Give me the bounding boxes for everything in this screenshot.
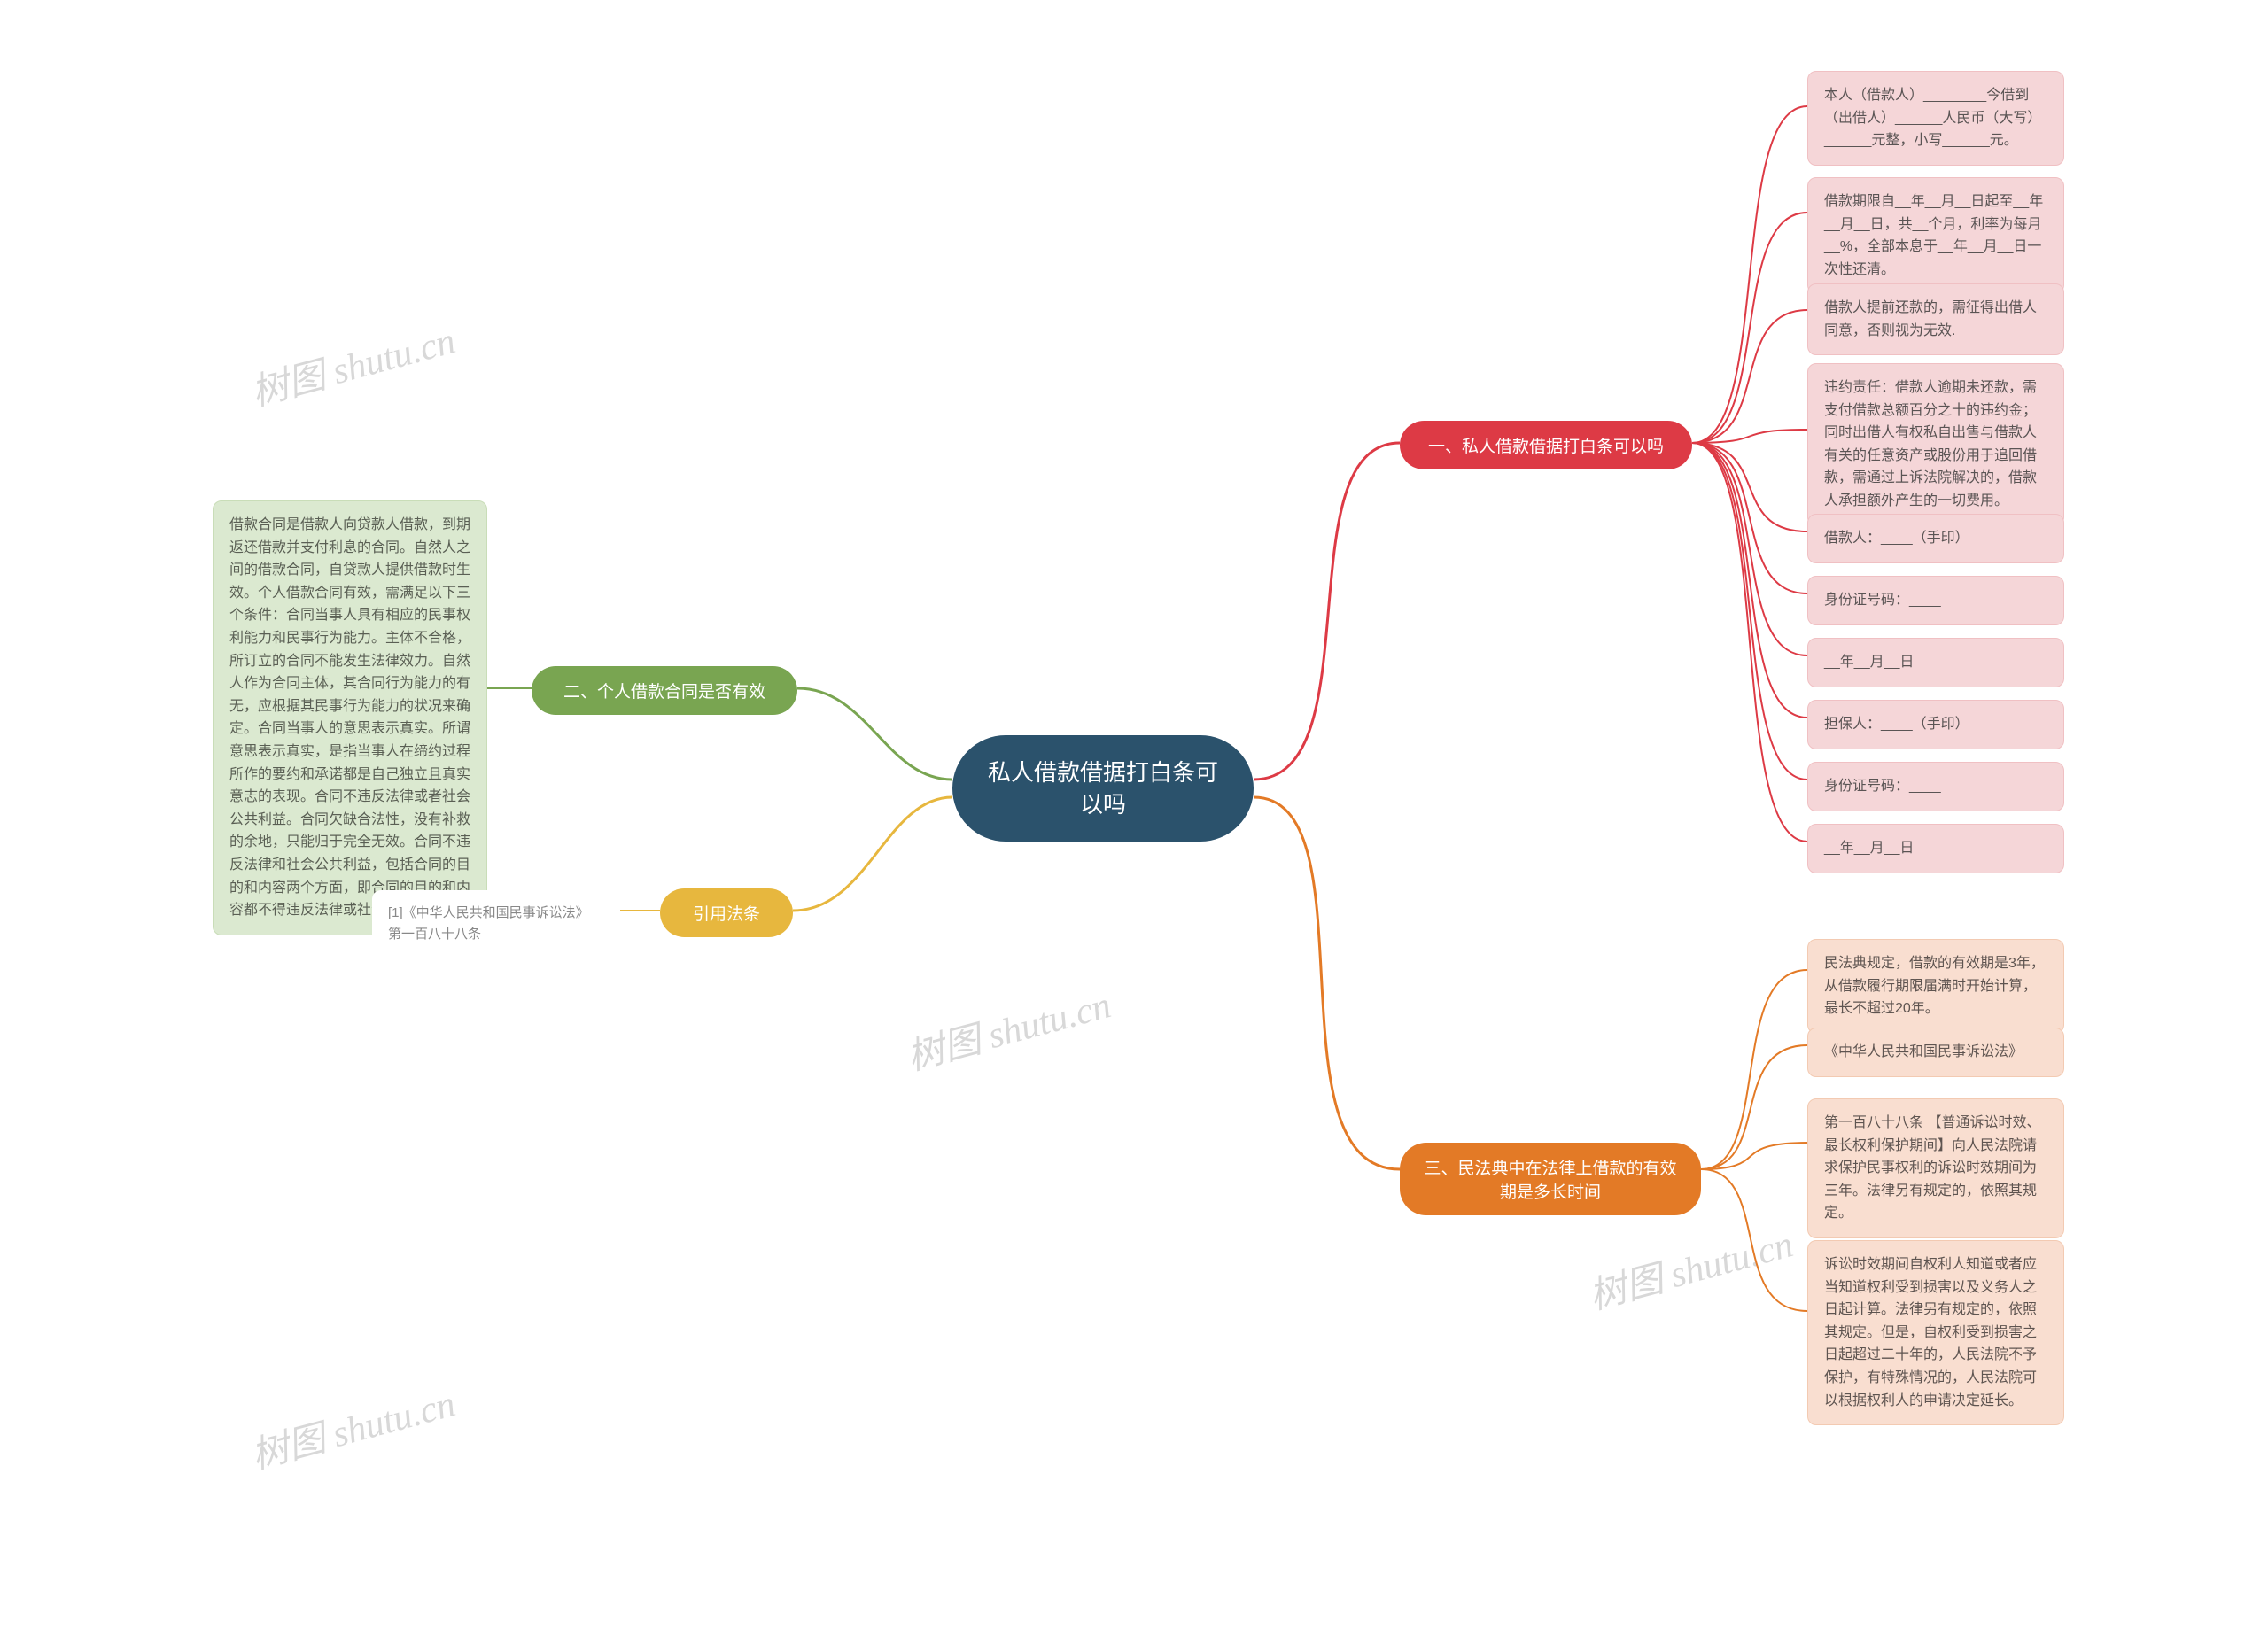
leaf-node: __年__月__日 [1807,824,2064,873]
leaf-node: 担保人：____（手印） [1807,700,2064,749]
leaf-node: [1]《中华人民共和国民事诉讼法》 第一百八十八条 [372,890,620,958]
leaf-node: 身份证号码：____ [1807,762,2064,811]
watermark: 树图 shutu.cn [245,1374,460,1480]
leaf-node: 诉讼时效期间自权利人知道或者应当知道权利受到损害以及义务人之日起计算。法律另有规… [1807,1240,2064,1425]
watermark: 树图 shutu.cn [900,975,1115,1082]
leaf-node: 违约责任：借款人逾期未还款，需支付借款总额百分之十的违约金；同时出借人有权私自出… [1807,363,2064,526]
leaf-node: __年__月__日 [1807,638,2064,687]
root-node[interactable]: 私人借款借据打白条可以吗 [952,735,1254,842]
watermark: 树图 shutu.cn [245,311,460,417]
branch-node-4[interactable]: 引用法条 [660,888,793,937]
leaf-node: 民法典规定，借款的有效期是3年，从借款履行期限届满时开始计算，最长不超过20年。 [1807,939,2064,1034]
leaf-node: 第一百八十八条 【普通诉讼时效、最长权利保护期间】向人民法院请求保护民事权利的诉… [1807,1098,2064,1238]
leaf-node: 身份证号码：____ [1807,576,2064,625]
leaf-node: 《中华人民共和国民事诉讼法》 [1807,1028,2064,1077]
branch-node-1[interactable]: 一、私人借款借据打白条可以吗 [1400,421,1692,469]
leaf-node: 本人（借款人）________今借到（出借人）______人民币（大写）____… [1807,71,2064,166]
leaf-node: 借款期限自__年__月__日起至__年__月__日，共__个月，利率为每月__%… [1807,177,2064,294]
leaf-node: 借款合同是借款人向贷款人借款，到期返还借款并支付利息的合同。自然人之间的借款合同… [213,500,487,935]
leaf-node: 借款人：____（手印） [1807,514,2064,563]
branch-node-3[interactable]: 三、民法典中在法律上借款的有效期是多长时间 [1400,1143,1701,1215]
leaf-node: 借款人提前还款的，需征得出借人同意，否则视为无效. [1807,283,2064,355]
watermark: 树图 shutu.cn [1582,1214,1798,1321]
branch-node-2[interactable]: 二、个人借款合同是否有效 [532,666,797,715]
